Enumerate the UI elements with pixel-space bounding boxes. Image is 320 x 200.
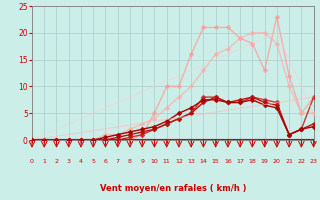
- X-axis label: Vent moyen/en rafales ( km/h ): Vent moyen/en rafales ( km/h ): [100, 184, 246, 193]
